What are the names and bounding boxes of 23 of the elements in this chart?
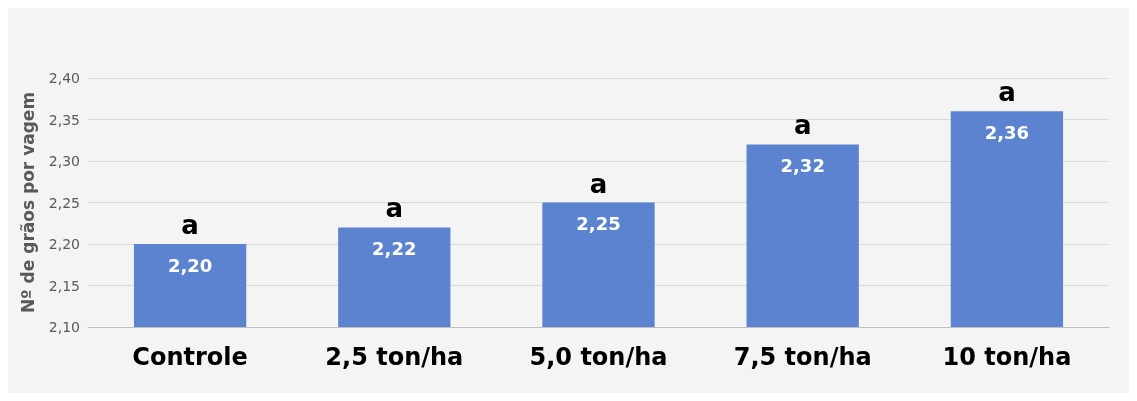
data-label: 2,36	[984, 121, 1030, 143]
y-tick-label: 2,30	[48, 153, 80, 169]
y-tick-label: 2,15	[48, 277, 80, 294]
annotation: a	[998, 77, 1016, 108]
data-label: 2,20	[167, 254, 213, 276]
x-tick-label: 7,5 ton/ha	[733, 343, 872, 371]
y-axis-title: Nº de grãos por vagem	[17, 91, 38, 314]
annotation: a	[385, 193, 404, 224]
data-label: 2,32	[780, 154, 825, 176]
annotation: a	[589, 168, 608, 199]
y-tick-label: 2,35	[48, 111, 80, 128]
y-tick-label: 2,10	[48, 319, 80, 335]
annotation: a	[793, 110, 812, 141]
annotation: a	[181, 210, 199, 240]
y-tick-label: 2,25	[48, 194, 80, 211]
x-tick-label: 2,5 ton/ha	[325, 343, 464, 371]
y-tick-label: 2,20	[48, 236, 80, 252]
data-label: 2,25	[576, 213, 621, 234]
x-tick-label: Controle	[132, 343, 248, 371]
x-tick-label: 10 ton/ha	[942, 343, 1072, 371]
x-tick-label: 5,0 ton/ha	[529, 343, 668, 371]
y-tick-label: 2,40	[48, 70, 80, 86]
data-label: 2,22	[372, 237, 417, 259]
